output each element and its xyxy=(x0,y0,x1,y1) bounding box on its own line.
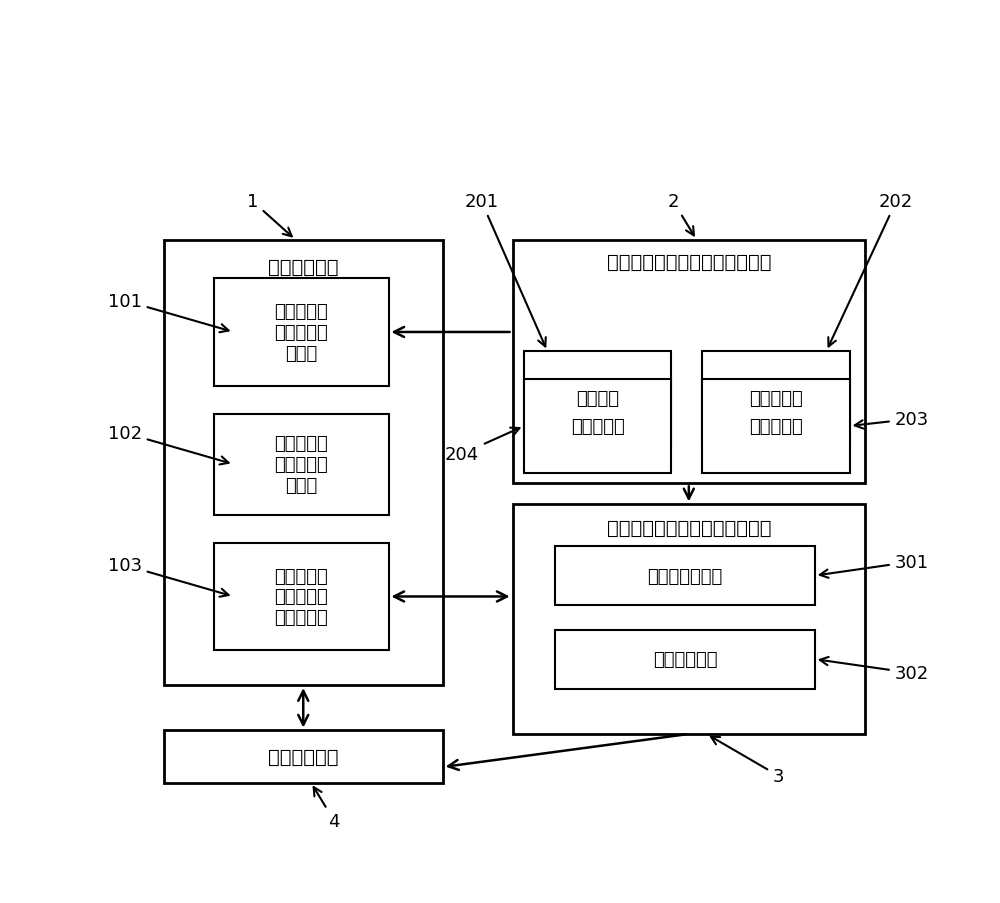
Bar xyxy=(555,630,815,689)
Text: 诊断对象: 诊断对象 xyxy=(576,390,619,407)
Text: 固液动力飞
行器知识库
管理层: 固液动力飞 行器知识库 管理层 xyxy=(274,435,328,495)
Bar xyxy=(512,240,865,484)
Bar xyxy=(214,414,388,515)
Text: 4: 4 xyxy=(314,787,340,830)
Bar xyxy=(512,505,865,734)
Bar xyxy=(524,379,671,473)
Text: 203: 203 xyxy=(855,411,929,429)
Bar xyxy=(164,731,443,783)
Text: 故障规则表: 故障规则表 xyxy=(571,417,625,435)
Bar xyxy=(702,352,850,445)
Bar xyxy=(214,543,388,651)
Text: 故障现象表: 故障现象表 xyxy=(749,417,803,435)
Text: 故障原因表: 故障原因表 xyxy=(749,390,803,407)
Text: 202: 202 xyxy=(828,193,913,347)
Bar xyxy=(164,240,443,685)
Text: 2: 2 xyxy=(668,193,694,236)
Text: 故障诊断函数: 故障诊断函数 xyxy=(653,650,717,668)
Bar xyxy=(555,546,815,606)
Bar xyxy=(524,352,671,445)
Text: 201: 201 xyxy=(464,193,546,347)
Text: 301: 301 xyxy=(820,553,929,578)
Text: 3: 3 xyxy=(711,737,784,785)
Text: 固液动力飞行器故障专家知识库: 固液动力飞行器故障专家知识库 xyxy=(607,253,771,272)
Bar xyxy=(702,379,850,473)
Text: 固液动力飞行器故障诊断推理机: 固液动力飞行器故障诊断推理机 xyxy=(607,518,771,537)
Text: 固液动力飞
行器故障树
查询层: 固液动力飞 行器故障树 查询层 xyxy=(274,303,328,362)
Text: 数据库访问模块: 数据库访问模块 xyxy=(647,567,723,585)
Text: 102: 102 xyxy=(108,424,229,465)
Text: 结果输出模块: 结果输出模块 xyxy=(268,748,338,767)
Text: 103: 103 xyxy=(108,556,229,597)
Bar xyxy=(214,279,388,386)
Text: 302: 302 xyxy=(820,657,929,683)
Text: 204: 204 xyxy=(445,428,519,463)
Text: 1: 1 xyxy=(247,193,292,237)
Text: 101: 101 xyxy=(108,293,229,333)
Text: 人机交互界面: 人机交互界面 xyxy=(268,258,338,277)
Text: 固液动力飞
行器分系统
故障查询层: 固液动力飞 行器分系统 故障查询层 xyxy=(274,567,328,627)
